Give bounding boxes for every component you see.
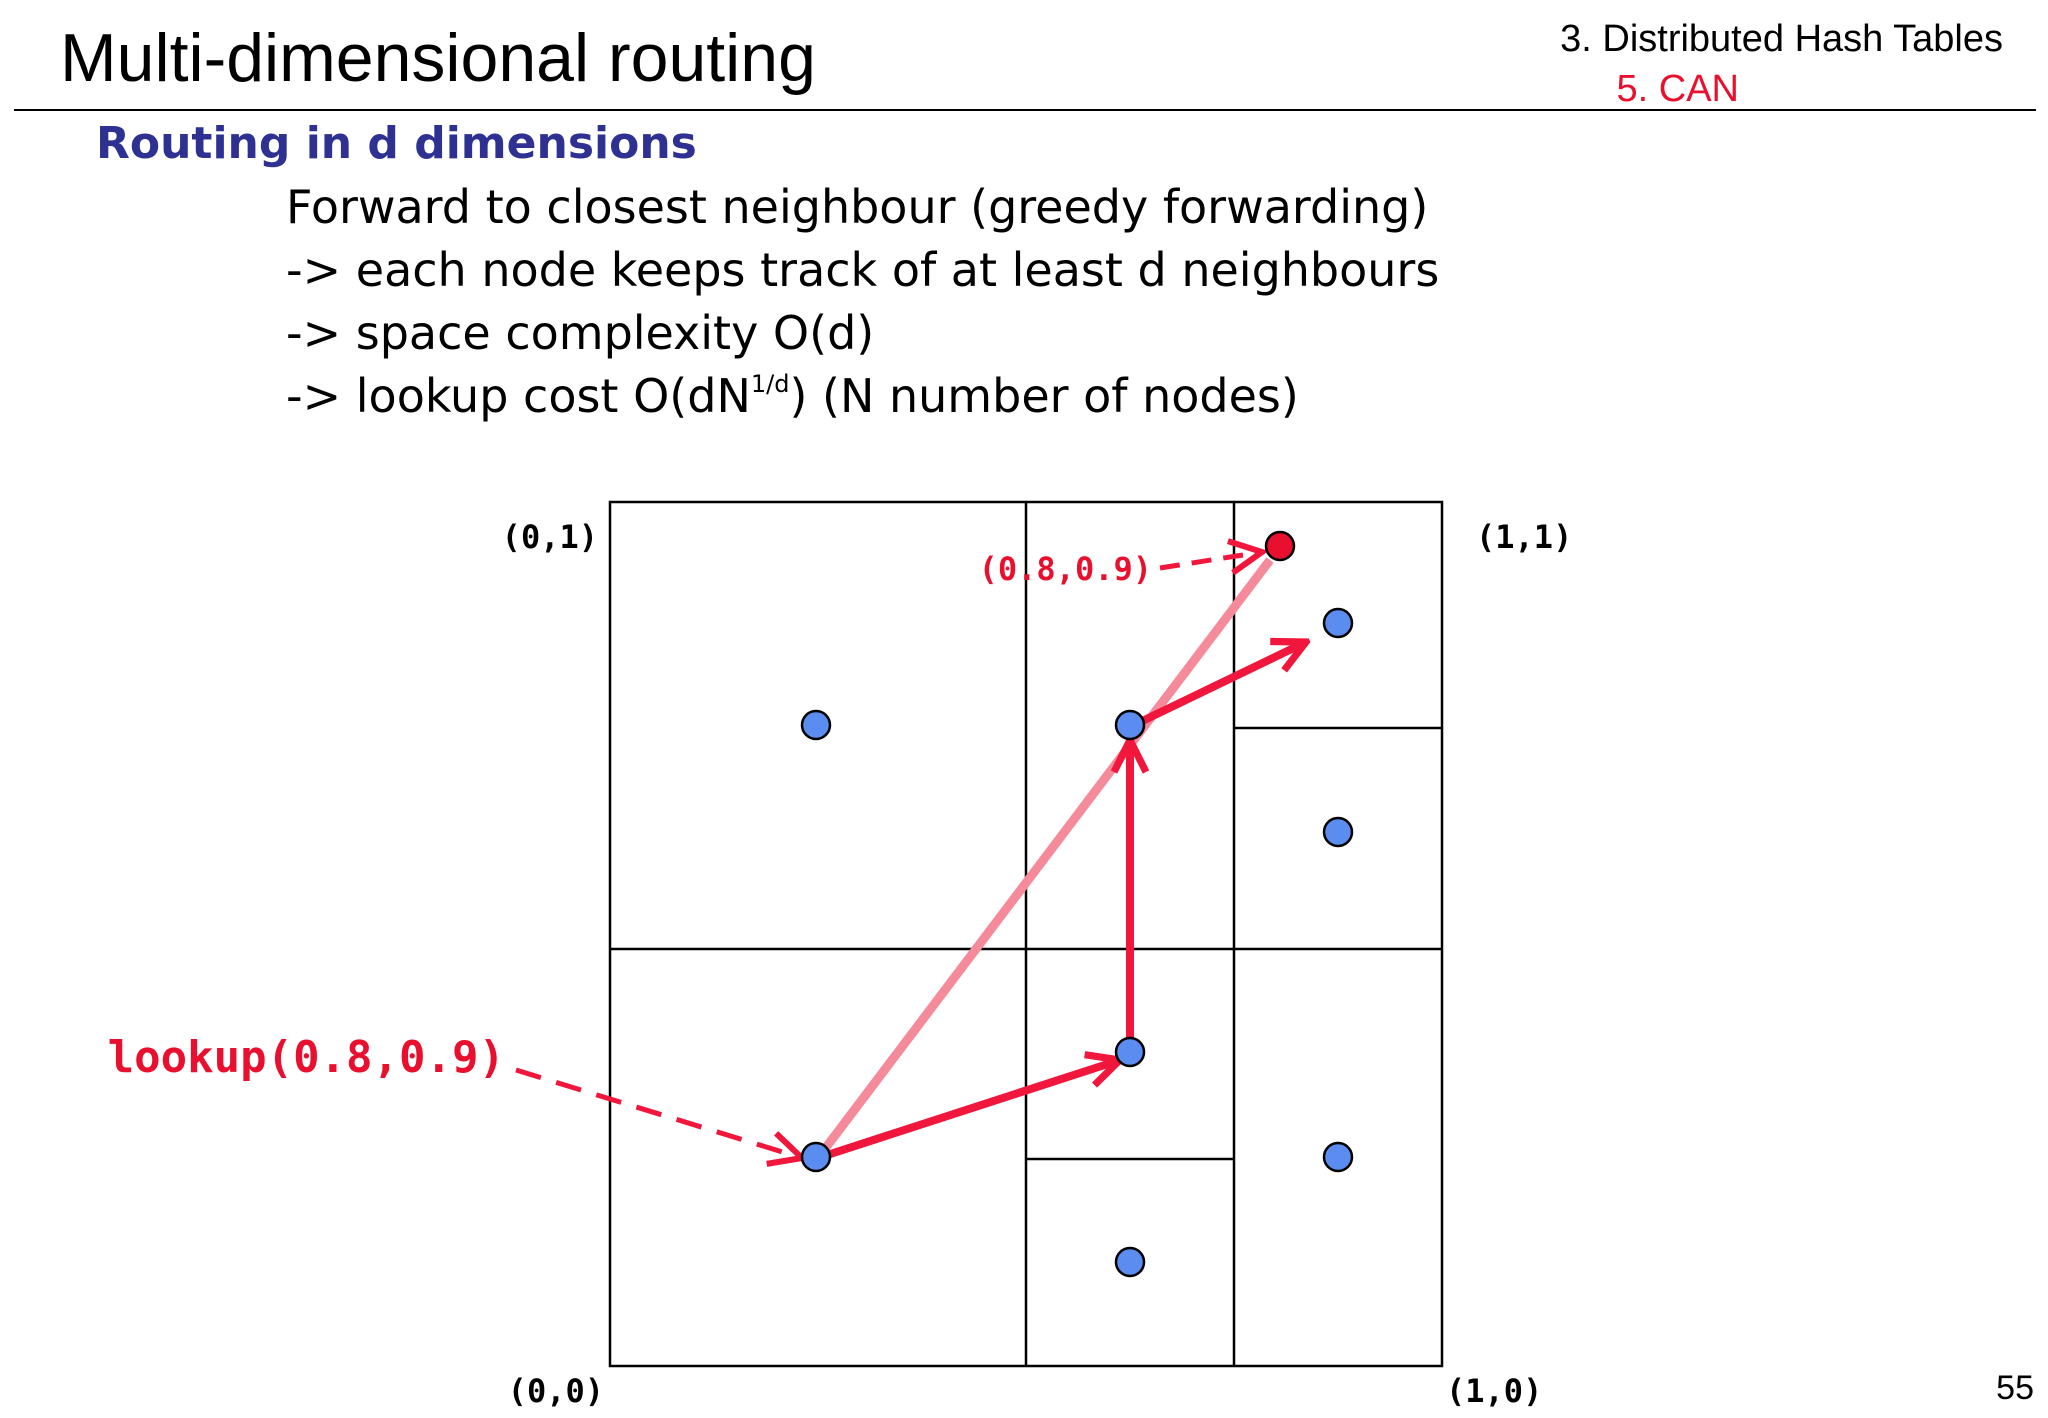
target-point <box>1264 530 1296 562</box>
lookup-cost-exponent: 1/d <box>750 370 790 398</box>
node-point <box>1322 1141 1354 1173</box>
lookup-label: lookup(0.8,0.9) <box>108 1032 505 1083</box>
route-hop-arrow <box>816 1060 1120 1162</box>
source-node <box>800 1141 832 1173</box>
corner-label-bottom-left: (0,0) <box>508 1372 604 1410</box>
node-point <box>1114 1246 1146 1278</box>
bullet-item: -> space complexity O(d) <box>286 306 875 360</box>
breadcrumb: 3. Distributed Hash Tables 5. CAN <box>1560 14 2003 114</box>
breadcrumb-subsection: 5. CAN <box>1616 68 1739 110</box>
page-number: 55 <box>1996 1369 2034 1407</box>
corner-label-bottom-right: (1,0) <box>1446 1372 1542 1410</box>
section-heading: Routing in d dimensions <box>96 118 697 169</box>
target-dashed-arrow <box>1159 552 1262 568</box>
lookup-cost-suffix: ) (N number of nodes) <box>789 369 1299 423</box>
lookup-cost-prefix: -> lookup cost O(dN <box>286 369 751 423</box>
corner-label-top-left: (0,1) <box>502 518 598 556</box>
target-coordinate-label: (0.8,0.9) <box>979 550 1152 588</box>
bullet-item-lookup-cost: -> lookup cost O(dN1/d) (N number of nod… <box>286 365 1439 428</box>
corner-label-top-right: (1,1) <box>1476 518 1572 556</box>
route-hop-arrow <box>1130 642 1306 730</box>
direct-path-line <box>814 557 1274 1161</box>
breadcrumb-section: 3. Distributed Hash Tables <box>1560 18 2003 60</box>
node-point <box>800 709 832 741</box>
lookup-dashed-arrow <box>515 1067 802 1158</box>
slide-title: Multi-dimensional routing <box>60 20 816 96</box>
node-point <box>1114 709 1146 741</box>
title-divider <box>14 109 2036 111</box>
bullet-item: Forward to closest neighbour (greedy for… <box>286 180 1429 234</box>
node-point <box>1114 1036 1146 1068</box>
bullet-list: Forward to closest neighbour (greedy for… <box>286 176 1439 428</box>
node-point <box>1322 816 1354 848</box>
bullet-item: -> each node keeps track of at least d n… <box>286 243 1440 297</box>
node-point <box>1322 607 1354 639</box>
